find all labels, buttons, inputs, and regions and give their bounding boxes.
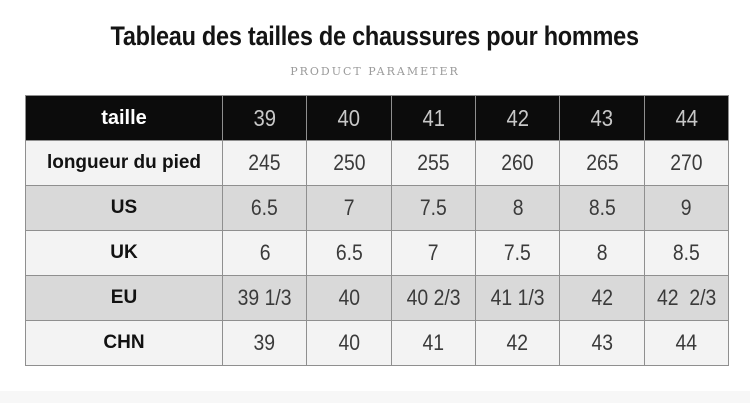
table-row: US 6.5 7 7.5 8 8.5 9 <box>25 185 730 231</box>
value-text: 42 <box>506 330 529 355</box>
value-cell: 7 <box>390 230 476 276</box>
header-size-cell: 41 <box>390 95 476 141</box>
value-cell: 6.5 <box>306 230 392 276</box>
value-text: 6.5 <box>251 195 279 220</box>
header-size-value: 44 <box>675 104 698 131</box>
value-cell: 6 <box>221 230 308 276</box>
value-text: 7 <box>343 195 355 220</box>
header-size-value: 41 <box>422 104 445 131</box>
value-text: 43 <box>591 330 613 355</box>
value-text: 8 <box>512 195 524 220</box>
table-row: CHN 39 40 41 42 43 44 <box>25 320 730 366</box>
value-text: 250 <box>332 150 366 175</box>
row-label: CHN <box>25 320 223 366</box>
value-text: 44 <box>675 330 698 355</box>
header-size-cell: 44 <box>643 95 730 141</box>
value-cell: 42 2/3 <box>643 275 730 321</box>
value-cell: 42 <box>474 320 561 366</box>
value-cell: 270 <box>643 140 730 186</box>
value-text: 42 <box>591 285 613 310</box>
value-cell: 8.5 <box>643 230 730 276</box>
value-cell: 245 <box>221 140 308 186</box>
value-text: 7.5 <box>419 195 447 220</box>
value-text: 39 1/3 <box>237 285 292 310</box>
value-cell: 7.5 <box>474 230 561 276</box>
value-text: 260 <box>501 150 534 175</box>
row-label: UK <box>25 230 223 276</box>
value-text: 41 1/3 <box>490 285 545 310</box>
row-label: EU <box>25 275 223 321</box>
header-size-cell: 40 <box>306 95 392 141</box>
value-cell: 8 <box>559 230 645 276</box>
value-text: 9 <box>680 195 692 220</box>
value-cell: 255 <box>390 140 476 186</box>
row-label: US <box>25 185 223 231</box>
header-corner-label: taille <box>25 95 223 141</box>
value-text: 7.5 <box>504 240 532 265</box>
table-row: EU 39 1/3 40 40 2/3 41 1/3 42 42 2/3 <box>25 275 730 321</box>
value-cell: 39 1/3 <box>221 275 308 321</box>
header-size-value: 40 <box>337 104 361 131</box>
value-text: 255 <box>417 150 450 175</box>
value-cell: 44 <box>643 320 730 366</box>
value-text: 270 <box>670 150 703 175</box>
row-label: longueur du pied <box>25 140 223 186</box>
size-table: taille 39 40 41 42 43 44 longueur du pied 245 25… <box>25 95 730 366</box>
table-row: UK 6 6.5 7 7.5 8 8.5 <box>25 230 730 276</box>
value-text: 40 <box>338 285 360 310</box>
value-text: 6 <box>259 240 271 265</box>
value-cell: 8 <box>474 185 561 231</box>
value-cell: 265 <box>559 140 645 186</box>
value-cell: 40 <box>306 320 392 366</box>
value-text: 39 <box>253 330 276 355</box>
value-text: 6.5 <box>335 240 363 265</box>
header-size-value: 42 <box>506 104 529 131</box>
value-cell: 8.5 <box>559 185 645 231</box>
value-cell: 40 <box>306 275 392 321</box>
table-row: longueur du pied 245 250 255 260 265 270 <box>25 140 730 186</box>
value-text: 265 <box>585 150 619 175</box>
size-table-header: taille 39 40 41 42 43 44 <box>25 95 730 141</box>
value-text: 42 2/3 <box>656 285 716 310</box>
value-text: 7 <box>427 240 439 265</box>
header-size-value: 39 <box>253 104 276 131</box>
value-text: 40 <box>338 330 360 355</box>
value-cell: 43 <box>559 320 645 366</box>
subtitle: PRODUCT PARAMETER <box>290 65 460 78</box>
value-cell: 6.5 <box>221 185 308 231</box>
header-size-cell: 43 <box>559 95 645 141</box>
value-cell: 250 <box>306 140 392 186</box>
value-text: 8.5 <box>588 195 616 220</box>
value-cell: 41 1/3 <box>474 275 561 321</box>
value-text: 40 2/3 <box>406 285 461 310</box>
value-text: 8.5 <box>672 240 700 265</box>
value-cell: 260 <box>474 140 561 186</box>
bottom-strip <box>0 391 750 403</box>
size-table-body: longueur du pied 245 250 255 260 265 270 US 6.5 7… <box>25 140 730 366</box>
value-cell: 7 <box>306 185 392 231</box>
value-text: 8 <box>596 240 608 265</box>
value-text: 41 <box>422 330 445 355</box>
page-title: Tableau des tailles de chaussures pour h… <box>0 0 750 52</box>
value-cell: 39 <box>221 320 308 366</box>
page-title-text: Tableau des tailles de chaussures pour h… <box>110 21 640 51</box>
value-cell: 41 <box>390 320 476 366</box>
value-cell: 7.5 <box>390 185 476 231</box>
value-text: 245 <box>248 150 281 175</box>
header-size-cell: 42 <box>474 95 561 141</box>
value-cell: 40 2/3 <box>390 275 476 321</box>
value-cell: 9 <box>643 185 730 231</box>
value-cell: 42 <box>559 275 645 321</box>
size-table-header-row: taille 39 40 41 42 43 44 <box>25 95 730 141</box>
header-size-cell: 39 <box>221 95 308 141</box>
header-size-value: 43 <box>590 104 614 131</box>
